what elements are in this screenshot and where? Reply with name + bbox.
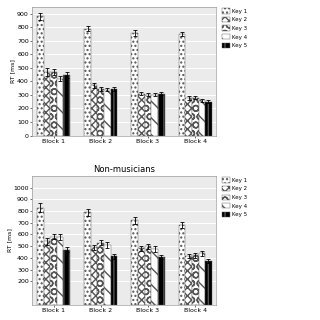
Bar [104,90,111,136]
Bar [192,98,198,136]
Bar [132,220,138,305]
Bar [84,212,91,305]
Bar [205,261,212,305]
Bar [91,85,98,136]
Bar [104,245,111,305]
Legend: Key 1, Key 2, Key 3, Key 4, Key 5: Key 1, Key 2, Key 3, Key 4, Key 5 [221,7,248,49]
Bar [44,72,50,136]
Bar [192,255,198,305]
Bar [185,98,192,136]
Bar [84,28,91,136]
Bar [57,79,63,136]
Bar [138,248,145,305]
Bar [37,208,44,305]
Legend: Key 1, Key 2, Key 3, Key 4, Key 5: Key 1, Key 2, Key 3, Key 4, Key 5 [221,176,248,219]
Bar [151,95,158,136]
Bar [185,256,192,305]
Bar [145,95,151,136]
Bar [63,75,70,136]
Bar [132,33,138,136]
Y-axis label: RT [ms]: RT [ms] [11,59,16,83]
Bar [198,100,205,136]
Bar [205,102,212,136]
Bar [50,72,57,136]
Bar [151,249,158,305]
Bar [111,89,117,136]
Bar [44,242,50,305]
Bar [158,257,164,305]
Bar [98,89,104,136]
Bar [198,253,205,305]
Bar [145,246,151,305]
Bar [37,16,44,136]
Bar [179,34,185,136]
Bar [158,93,164,136]
Bar [63,250,70,305]
Bar [179,225,185,305]
Bar [57,237,63,305]
Y-axis label: RT [ms]: RT [ms] [7,228,12,252]
Bar [111,256,117,305]
Title: Non-musicians: Non-musicians [93,165,156,174]
Bar [91,247,98,305]
Bar [98,243,104,305]
Bar [138,93,145,136]
Bar [50,237,57,305]
